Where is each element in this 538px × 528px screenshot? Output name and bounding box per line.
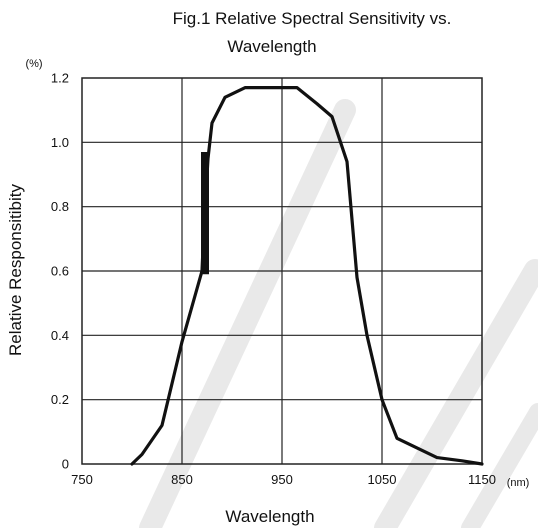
chart-title-line-1: Fig.1 Relative Spectral Sensitivity vs. bbox=[173, 9, 452, 28]
y-tick-label: 0 bbox=[62, 457, 69, 472]
x-axis-title: Wavelength bbox=[225, 507, 314, 526]
x-axis-unit-label: (nm) bbox=[507, 477, 530, 489]
y-axis-unit-label: (%) bbox=[25, 58, 42, 70]
watermark-stroke-3 bbox=[461, 403, 538, 528]
plot-frame bbox=[81, 77, 483, 465]
x-tick-label: 950 bbox=[271, 472, 293, 487]
y-tick-label: 1.0 bbox=[51, 135, 69, 150]
y-axis-ticks: 0 0.2 0.4 0.6 0.8 1.0 1.2 bbox=[51, 71, 69, 472]
watermark-stroke-2 bbox=[374, 259, 538, 528]
x-tick-label: 750 bbox=[71, 472, 93, 487]
x-tick-label: 1150 bbox=[468, 472, 496, 487]
y-tick-label: 0.6 bbox=[51, 264, 69, 279]
series-layer bbox=[130, 86, 484, 466]
x-tick-label: 850 bbox=[171, 472, 193, 487]
series-line bbox=[130, 86, 484, 466]
x-axis-ticks: 750 850 950 1050 1150 bbox=[71, 472, 496, 487]
watermark-stroke-1 bbox=[139, 99, 356, 528]
chart-grid bbox=[82, 78, 482, 464]
chart-title-line-2: Wavelength bbox=[227, 37, 316, 56]
y-tick-label: 0.4 bbox=[51, 328, 69, 343]
y-axis-title: Relative Responsitibity bbox=[6, 184, 25, 356]
y-tick-label: 1.2 bbox=[51, 71, 69, 86]
y-tick-label: 0.2 bbox=[51, 392, 69, 407]
x-tick-label: 1050 bbox=[368, 472, 397, 487]
y-tick-label: 0.8 bbox=[51, 199, 69, 214]
